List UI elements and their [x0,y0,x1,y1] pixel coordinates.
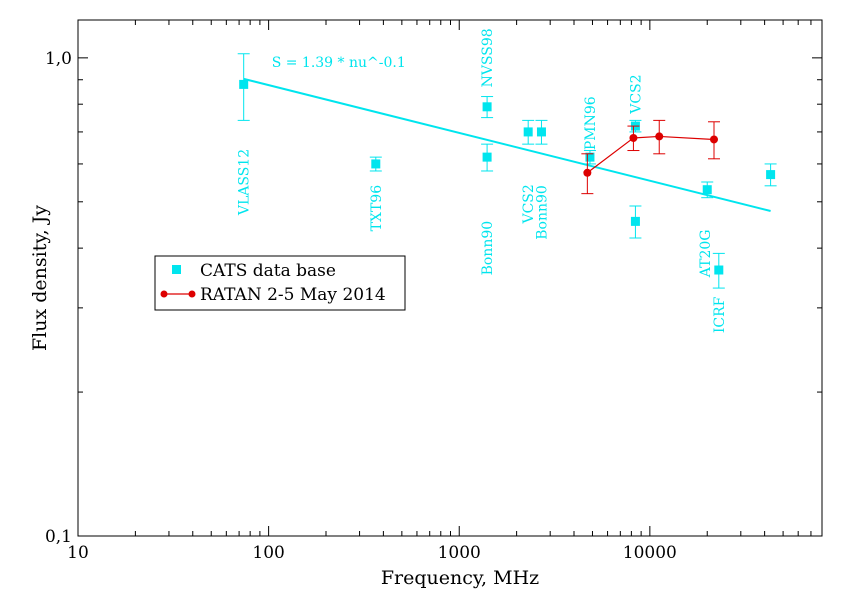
cats-data-point [702,185,712,195]
x-axis-title: Frequency, MHz [381,567,539,589]
source-label: Bonn90 [480,221,496,276]
series-layer [237,53,777,289]
annotation-layer: VLASS12 TXT96Bonn90NVSS98VCS2Bonn90PMN96V… [237,28,728,333]
source-label: VCS2 [521,184,537,224]
source-label: ICRF [712,296,728,333]
cats-data-point [523,127,533,137]
cats-data-point [714,265,724,275]
ratan-data-point [583,168,592,177]
legend-marker-ratan [188,290,196,298]
legend-box [154,255,406,311]
cats-data-point [766,170,776,180]
source-label: NVSS98 [480,28,496,87]
axis-ticks: 10 100 1000 10000 0,1 1,0 [45,20,823,563]
source-label: Bonn90 [534,185,550,240]
legend-marker-cats [172,265,181,274]
cats-data-point [482,102,492,112]
fit-line [243,77,771,212]
fit-line-layer: S = 1.39 * nu^-0.1 [243,55,771,212]
x-tick-label: 100 [252,543,284,563]
cats-data-point [630,216,640,226]
cats-data-point [585,152,595,162]
x-tick-label: 1000 [438,543,481,563]
cats-data-point [536,127,546,137]
source-label: VCS2 [628,74,644,114]
source-label: PMN96 [583,96,599,150]
source-label: VLASS12 [237,149,253,216]
ratan-data-point [709,135,718,144]
ratan-series-line [586,135,715,174]
source-label: AT20G [698,230,714,279]
ratan-data-point [655,132,664,141]
plot-frame [77,19,823,537]
x-tick-label: 10000 [623,543,677,563]
cats-data-point [239,79,249,89]
x-tick-label: 10 [67,543,89,563]
y-tick-label: 0,1 [45,527,72,547]
legend-label-cats: CATS data base [200,261,336,281]
y-tick-label: 1,0 [45,49,72,69]
cats-data-point [371,159,381,169]
ratan-data-point [629,133,638,142]
legend: CATS data base RATAN 2-5 May 2014 [154,255,406,311]
legend-label-ratan: RATAN 2-5 May 2014 [200,285,386,305]
source-label: TXT96 [369,185,385,232]
cats-data-point [482,152,492,162]
legend-marker-ratan [160,290,168,298]
y-axis-title: Flux density, Jy [29,205,51,351]
fit-label: S = 1.39 * nu^-0.1 [272,55,406,71]
